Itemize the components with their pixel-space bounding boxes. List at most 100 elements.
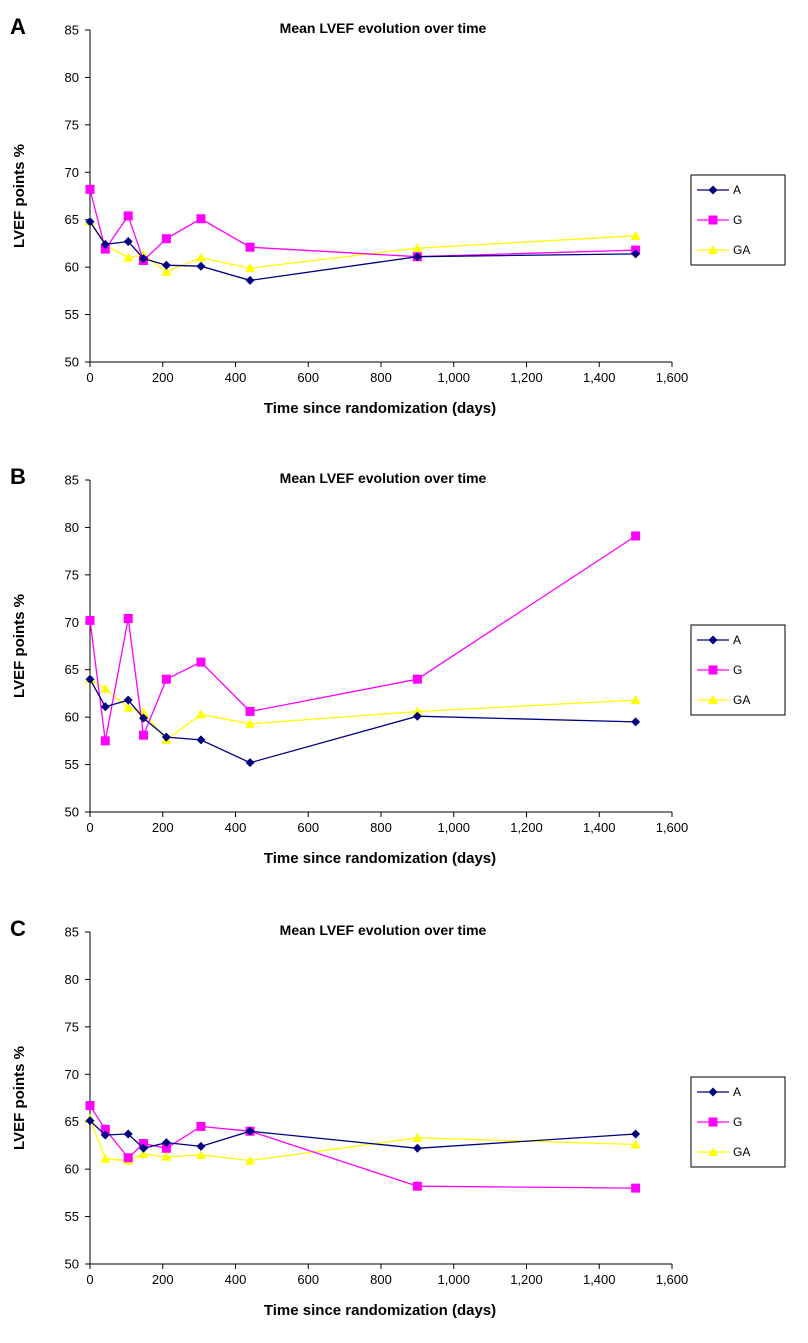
data-point-a: [245, 275, 255, 285]
data-point-ga: [195, 252, 206, 262]
data-point-ga: [123, 702, 134, 712]
legend-label-a: A: [733, 183, 741, 197]
legend-label-g: G: [733, 213, 742, 227]
x-tick-label: 400: [225, 1272, 247, 1287]
chart-title: Mean LVEF evolution over time: [280, 20, 487, 36]
data-point-g: [85, 1101, 95, 1111]
data-point-a: [161, 1138, 171, 1148]
y-tick-label: 60: [65, 1162, 79, 1177]
series-line-g: [89, 535, 636, 742]
data-point-g: [196, 1121, 206, 1131]
y-tick-label: 75: [65, 567, 79, 582]
series-line-g: [89, 189, 636, 262]
chart-panel-c: C Mean LVEF evolution over time 50 55 60 65 70…: [10, 916, 786, 1319]
data-point-ga: [138, 1148, 149, 1158]
data-point-a: [245, 758, 255, 768]
data-point-a: [123, 695, 133, 705]
data-point-a: [100, 702, 110, 712]
x-tick-label: 800: [370, 1272, 392, 1287]
panel-letter: C: [10, 916, 26, 941]
x-tick-label: 200: [152, 370, 174, 385]
legend-marker: [708, 1117, 718, 1127]
data-point-ga: [412, 243, 423, 253]
data-point-ga: [195, 709, 206, 719]
chart-panel-b: B Mean LVEF evolution over time 50 55 60 65 70…: [10, 464, 786, 867]
chart-title: Mean LVEF evolution over time: [280, 922, 487, 938]
data-point-a: [138, 1143, 148, 1153]
series-line-g: [89, 1105, 636, 1189]
series-line-a: [89, 678, 636, 764]
data-point-a: [412, 1143, 422, 1153]
y-tick-label: 55: [65, 1209, 79, 1224]
data-point-a: [138, 713, 148, 723]
data-point-g: [85, 615, 95, 625]
y-axis-title: LVEF points %: [11, 1046, 28, 1150]
x-tick-label: 400: [225, 820, 247, 835]
data-point-g: [196, 214, 206, 224]
data-point-g: [412, 674, 422, 684]
x-tick-label: 1,400: [583, 1272, 616, 1287]
data-point-ga: [100, 683, 111, 693]
data-point-g: [161, 1143, 171, 1153]
chart-panel-a: A Mean LVEF evolution over time 50 55 60 65 70…: [10, 14, 786, 417]
legend: A G GA: [690, 174, 786, 266]
data-point-a: [245, 1126, 255, 1136]
data-point-ga: [630, 1139, 641, 1149]
y-tick-label: 50: [65, 355, 79, 370]
data-point-a: [631, 249, 641, 259]
x-tick-label: 1,400: [583, 820, 616, 835]
data-point-g: [138, 730, 148, 740]
series-line-a: [89, 221, 636, 282]
data-point-ga: [123, 252, 134, 262]
legend-marker: [708, 1147, 718, 1156]
data-point-a: [631, 1129, 641, 1139]
data-point-ga: [161, 266, 172, 276]
legend-marker: [708, 695, 718, 704]
x-tick-label: 1,600: [656, 370, 689, 385]
legend-label-ga: GA: [733, 243, 750, 257]
data-point-g: [245, 242, 255, 252]
data-point-a: [161, 732, 171, 742]
series-g: [85, 1101, 641, 1193]
data-point-a: [631, 717, 641, 727]
data-point-a: [100, 239, 110, 249]
data-point-g: [196, 657, 206, 667]
x-tick-label: 800: [370, 370, 392, 385]
x-tick-label: 200: [152, 1272, 174, 1287]
data-point-g: [123, 211, 133, 221]
y-tick-label: 85: [65, 925, 79, 940]
legend-label-ga: GA: [733, 1145, 750, 1159]
data-point-g: [631, 531, 641, 541]
data-point-ga: [100, 1153, 111, 1163]
legend-label-g: G: [733, 663, 742, 677]
x-tick-label: 0: [86, 370, 93, 385]
y-tick-label: 85: [65, 23, 79, 38]
y-tick-label: 80: [65, 520, 79, 535]
y-tick-label: 60: [65, 710, 79, 725]
x-axis-title: Time since randomization (days): [264, 400, 496, 417]
legend-marker: [708, 1087, 718, 1097]
legend-label-a: A: [733, 633, 741, 647]
data-point-g: [123, 1153, 133, 1163]
legend: A G GA: [690, 624, 786, 716]
x-tick-label: 800: [370, 820, 392, 835]
y-tick-label: 65: [65, 1114, 79, 1129]
y-tick-label: 70: [65, 1067, 79, 1082]
x-tick-label: 600: [297, 820, 319, 835]
x-tick-label: 1,400: [583, 370, 616, 385]
x-tick-label: 600: [297, 370, 319, 385]
data-point-ga: [630, 230, 641, 240]
series-a: [85, 217, 641, 285]
data-point-g: [412, 1181, 422, 1191]
data-point-ga: [630, 695, 641, 705]
x-tick-label: 0: [86, 820, 93, 835]
chart-title: Mean LVEF evolution over time: [280, 470, 487, 486]
x-tick-label: 1,600: [656, 820, 689, 835]
x-tick-label: 200: [152, 820, 174, 835]
data-point-a: [85, 1116, 95, 1126]
y-tick-label: 75: [65, 1019, 79, 1034]
data-point-a: [196, 1141, 206, 1151]
series-ga: [85, 674, 641, 744]
y-tick-label: 65: [65, 662, 79, 677]
data-point-ga: [412, 706, 423, 716]
